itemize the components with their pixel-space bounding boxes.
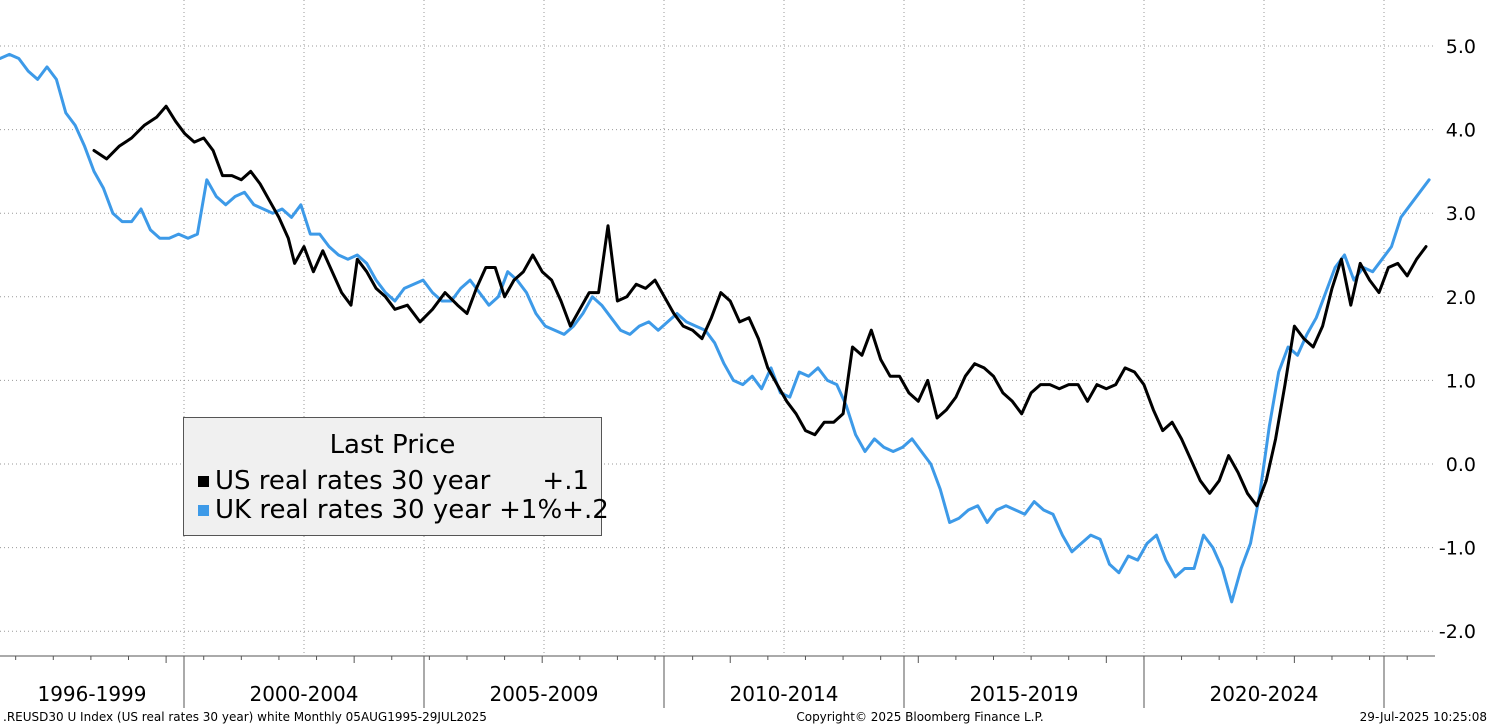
legend: Last Price US real rates 30 year +.1 UK …: [183, 417, 609, 536]
legend-title: Last Price: [329, 430, 456, 460]
footer-timestamp: 29-Jul-2025 10:25:08: [1360, 710, 1487, 724]
legend-value-uk: +.2: [562, 495, 609, 525]
legend-entry-uk: UK real rates 30 year +1% +.2: [198, 494, 609, 526]
series-line-uk: [0, 52, 1431, 604]
series-lines: [0, 52, 1431, 604]
y-tick-label: 5.0: [1446, 36, 1476, 58]
y-tick-label: 3.0: [1446, 203, 1476, 225]
legend-label-us: US real rates 30 year: [215, 466, 491, 496]
x-period-label: 2015-2019: [969, 682, 1078, 706]
legend-swatch-uk: [198, 504, 209, 516]
y-axis-tick-labels: 5.0 4.0 3.0 2.0 1.0 0.0 -1.0 -2.0: [1439, 36, 1476, 643]
x-period-label: 1996-1999: [37, 682, 146, 706]
y-tick-label: 2.0: [1446, 287, 1476, 309]
x-period-label: 2010-2014: [729, 682, 838, 706]
vertical-gridlines: [183, 0, 1385, 656]
chart-footer: .REUSD30 U Index (US real rates 30 year)…: [3, 710, 1487, 724]
legend-swatch-us: [198, 475, 209, 487]
legend-label-uk: UK real rates 30 year +1%: [215, 495, 563, 525]
footer-source: .REUSD30 U Index (US real rates 30 year)…: [3, 710, 487, 724]
legend-value-us: +.1: [542, 466, 589, 496]
x-period-label: 2005-2009: [489, 682, 598, 706]
x-axis: 1996-1999 2000-2004 2005-2009 2010-2014 2015…: [0, 655, 1435, 708]
footer-copyright: Copyright© 2025 Bloomberg Finance L.P.: [796, 710, 1043, 724]
y-tick-label: -1.0: [1439, 538, 1476, 560]
y-tick-label: 0.0: [1446, 454, 1476, 476]
series-line-us: [92, 104, 1428, 508]
y-tick-label: 1.0: [1446, 370, 1476, 392]
x-period-label: 2020-2024: [1209, 682, 1318, 706]
y-tick-label: 4.0: [1446, 120, 1476, 142]
legend-entry-us: US real rates 30 year +.1: [198, 465, 589, 497]
horizontal-gridlines: [0, 45, 1435, 632]
y-tick-label: -2.0: [1439, 621, 1476, 643]
x-period-label: 2000-2004: [249, 682, 358, 706]
